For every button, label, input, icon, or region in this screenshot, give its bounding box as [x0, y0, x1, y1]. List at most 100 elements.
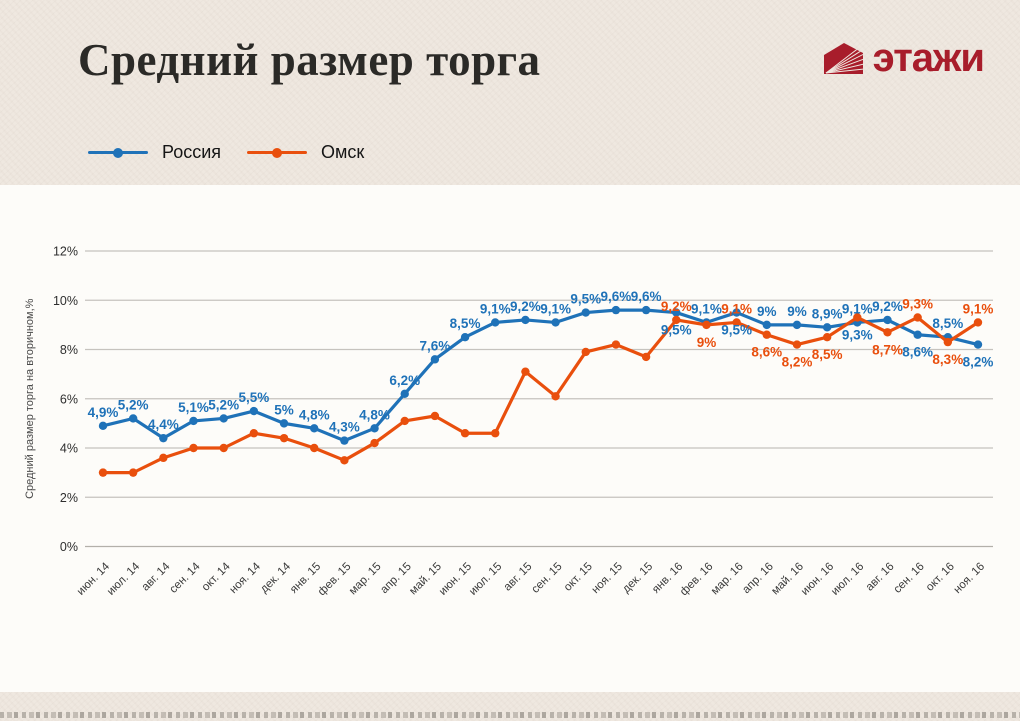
- data-point: [883, 328, 892, 337]
- data-point: [853, 313, 862, 322]
- data-label: 8,5%: [932, 316, 963, 331]
- etazhi-logo-icon: [823, 42, 863, 74]
- data-label: 5%: [274, 402, 294, 417]
- x-tick-label: июл. 14: [105, 560, 143, 598]
- data-label: 5,2%: [208, 397, 239, 412]
- data-point: [460, 429, 470, 438]
- data-label: 9,1%: [963, 301, 994, 316]
- data-point: [460, 332, 470, 342]
- y-tick-label: 0%: [60, 540, 78, 554]
- data-point: [219, 414, 228, 423]
- y-axis-title: Средний размер торга на вторичном,%: [24, 298, 36, 499]
- data-point: [672, 315, 681, 325]
- data-label: 9,1%: [721, 301, 752, 316]
- data-label: 8,2%: [963, 355, 994, 370]
- data-point: [611, 305, 621, 315]
- x-tick-label: фев. 16: [678, 561, 716, 599]
- data-label: 8,6%: [751, 345, 782, 360]
- data-point: [370, 424, 379, 433]
- data-point: [491, 318, 500, 327]
- data-label: 9,6%: [631, 289, 662, 304]
- data-point: [430, 411, 440, 421]
- x-tick-label: дек. 14: [258, 560, 293, 595]
- x-tick-label: июл. 15: [467, 561, 504, 598]
- data-point: [340, 456, 349, 465]
- data-label: 4,8%: [299, 407, 330, 422]
- data-point: [762, 320, 771, 330]
- x-tick-label: ноя. 16: [952, 561, 987, 596]
- data-point: [551, 318, 560, 327]
- data-point: [762, 330, 771, 339]
- data-point: [822, 323, 832, 332]
- legend-label-russia: Россия: [162, 142, 222, 162]
- data-point: [672, 308, 681, 317]
- data-point: [128, 414, 138, 423]
- data-point: [159, 453, 168, 463]
- x-tick-label: фев. 15: [316, 561, 354, 599]
- data-label: 8,6%: [902, 345, 933, 360]
- data-label: 9%: [757, 304, 777, 319]
- data-point: [581, 308, 590, 317]
- fine-print-strip: [0, 712, 1020, 718]
- data-point: [279, 419, 289, 428]
- y-tick-label: 10%: [53, 294, 78, 308]
- data-label: 5,5%: [238, 390, 269, 405]
- data-point: [973, 340, 983, 349]
- data-point: [611, 340, 621, 349]
- data-point: [400, 416, 409, 426]
- data-label: 5,1%: [178, 400, 209, 415]
- data-label: 4,4%: [148, 417, 179, 432]
- data-point: [279, 433, 289, 443]
- data-label: 9,1%: [480, 301, 511, 316]
- x-tick-label: сен. 16: [892, 561, 927, 596]
- y-tick-label: 2%: [60, 491, 78, 505]
- legend-dot-icon: [272, 147, 283, 158]
- data-label: 9,5%: [721, 323, 752, 338]
- data-point: [400, 389, 409, 399]
- data-point: [581, 347, 590, 357]
- x-tick-label: мар. 16: [709, 561, 746, 598]
- data-label: 9,5%: [661, 323, 692, 338]
- data-label: 9,1%: [540, 301, 571, 316]
- data-label: 8,7%: [872, 342, 903, 357]
- data-label: 8,9%: [812, 306, 843, 321]
- data-point: [702, 320, 711, 330]
- series-line-Омск: [101, 315, 980, 475]
- data-point: [249, 429, 259, 438]
- data-point: [913, 330, 922, 339]
- data-label: 6,2%: [389, 373, 420, 388]
- data-label: 4,8%: [359, 407, 390, 422]
- data-point: [943, 337, 953, 347]
- data-label: 9,5%: [570, 292, 601, 307]
- data-label: 4,9%: [88, 405, 119, 420]
- legend-label-omsk: Омск: [321, 142, 365, 162]
- data-point: [883, 315, 892, 325]
- etazhi-logo: этажи: [823, 38, 985, 78]
- y-tick-label: 4%: [60, 442, 78, 456]
- x-tick-label: июл. 16: [829, 561, 866, 598]
- x-tick-label: мар. 15: [347, 561, 384, 598]
- data-label: 9%: [697, 335, 717, 350]
- x-tick-label: ноя. 14: [228, 560, 264, 596]
- legend-item-russia: Россия: [88, 142, 221, 163]
- data-label: 9,6%: [601, 289, 632, 304]
- data-point: [98, 421, 108, 431]
- y-tick-label: 12%: [53, 245, 78, 259]
- data-point: [521, 315, 530, 325]
- data-label: 9,3%: [842, 327, 873, 342]
- data-point: [370, 438, 379, 448]
- data-point: [732, 318, 741, 327]
- data-point: [159, 433, 168, 443]
- data-label: 9,2%: [872, 299, 903, 314]
- data-point: [732, 308, 741, 317]
- data-point: [551, 392, 560, 401]
- data-point: [792, 320, 802, 330]
- data-point: [189, 416, 198, 426]
- y-tick-label: 6%: [60, 392, 78, 406]
- data-point: [521, 367, 530, 376]
- data-point: [973, 318, 983, 327]
- data-label: 4,3%: [329, 420, 360, 435]
- legend-swatch-russia: [88, 147, 148, 158]
- data-label: 8,5%: [812, 347, 843, 362]
